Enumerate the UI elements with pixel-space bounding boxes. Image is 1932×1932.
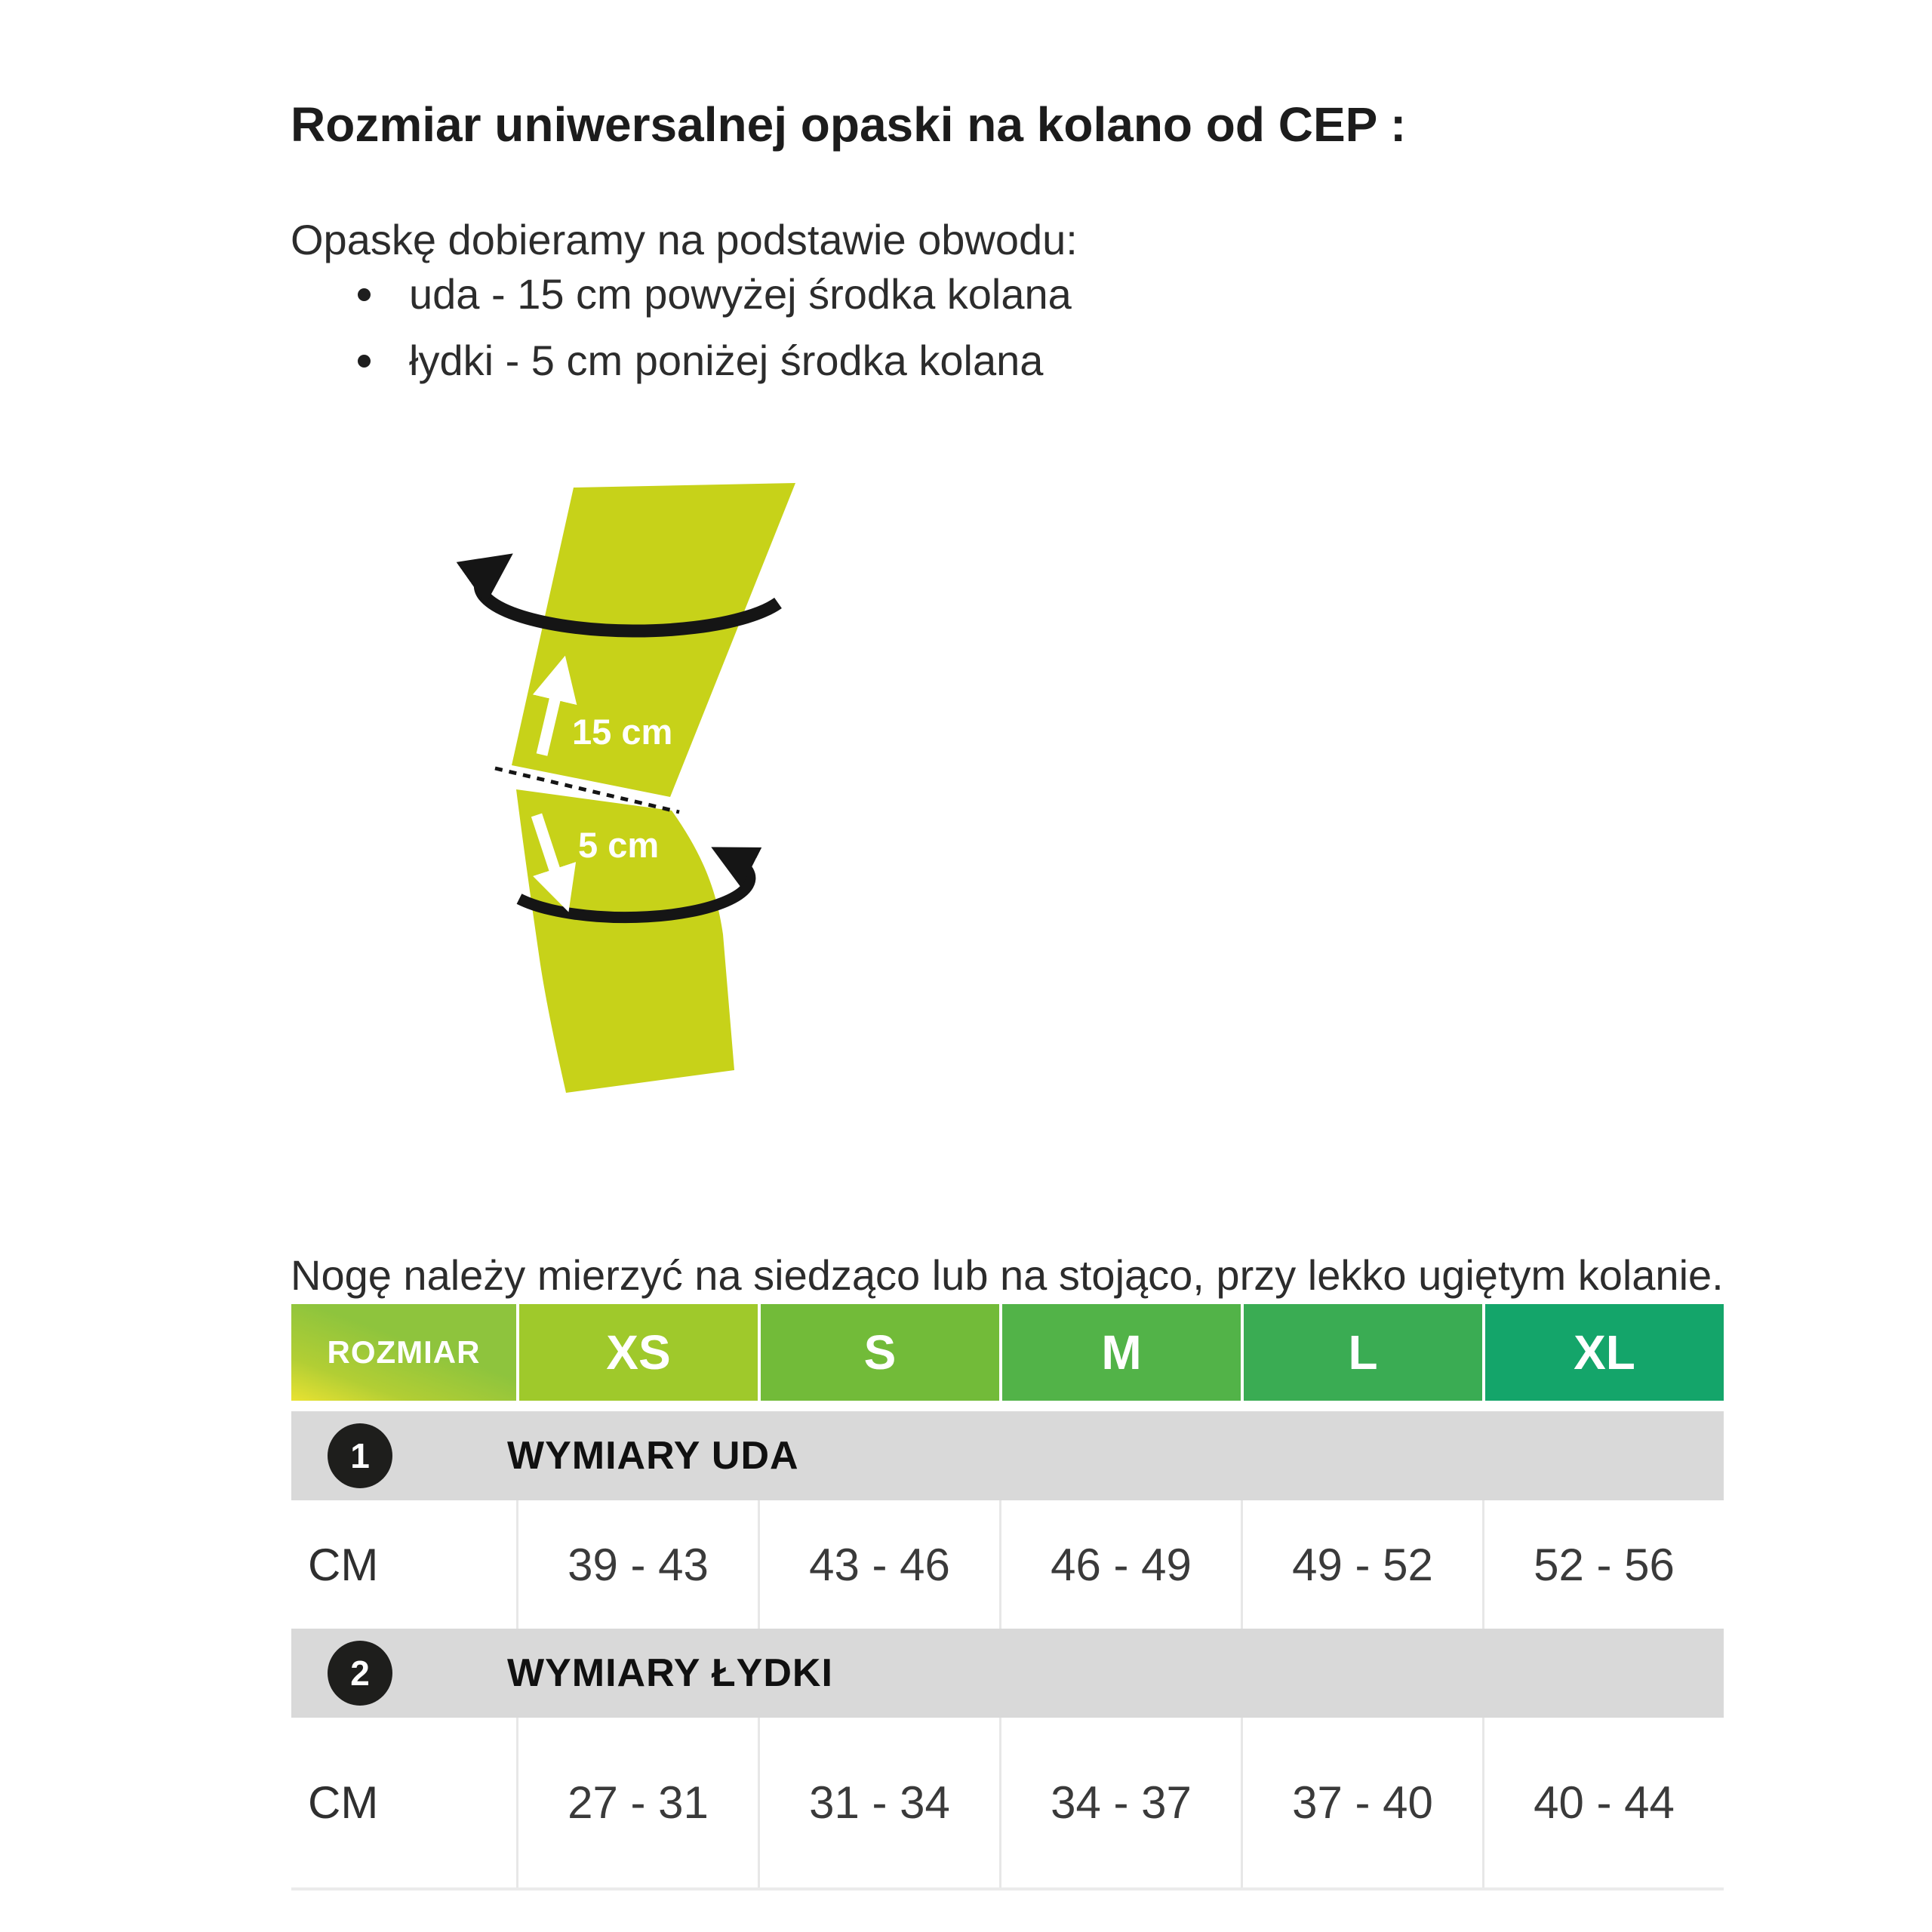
list-item-calf: łydki - 5 cm poniżej środka kolana bbox=[355, 340, 1713, 382]
thigh-distance-arrow-icon bbox=[532, 655, 577, 756]
value-cell-xl: 40 - 44 bbox=[1481, 1718, 1724, 1887]
list-item-text: uda - 15 cm powyżej środka kolana bbox=[409, 270, 1072, 318]
page-title: Rozmiar uniwersalnej opaski na kolano od… bbox=[291, 97, 1407, 152]
value-cell-m: 46 - 49 bbox=[998, 1500, 1241, 1629]
table-row-calf-cm: CM 27 - 31 31 - 34 34 - 37 37 - 40 40 - … bbox=[291, 1718, 1724, 1890]
value-cell-xs: 27 - 31 bbox=[515, 1718, 758, 1887]
bullet-icon bbox=[358, 355, 371, 368]
thigh-circumference-arrow-icon bbox=[456, 553, 782, 638]
measurement-list: uda - 15 cm powyżej środka kolana łydki … bbox=[355, 273, 1713, 406]
thigh-distance-label: 15 cm bbox=[572, 712, 672, 752]
list-item-thigh: uda - 15 cm powyżej środka kolana bbox=[355, 273, 1713, 315]
knee-dashed-line bbox=[494, 766, 680, 814]
value-cell-s: 31 - 34 bbox=[757, 1718, 999, 1887]
value-cell-l: 37 - 40 bbox=[1240, 1718, 1482, 1887]
value-cell-xs: 39 - 43 bbox=[515, 1500, 758, 1629]
section-number-badge: 2 bbox=[328, 1641, 392, 1706]
header-gap bbox=[291, 1401, 1724, 1411]
size-table-header: ROZMIAR XS S M L XL bbox=[291, 1304, 1724, 1401]
section-band-thigh: 1 WYMIARY UDA bbox=[291, 1411, 1724, 1500]
list-item-text: łydki - 5 cm poniżej środka kolana bbox=[409, 337, 1044, 384]
knee-measurement-diagram: 15 cm 5 cm bbox=[456, 483, 795, 1093]
section-band-calf: 2 WYMIARY ŁYDKI bbox=[291, 1629, 1724, 1718]
calf-distance-label: 5 cm bbox=[578, 825, 659, 865]
size-header-cell-s: S bbox=[760, 1304, 999, 1401]
value-cell-xl: 52 - 56 bbox=[1481, 1500, 1724, 1629]
size-header-cell-xl: XL bbox=[1484, 1304, 1724, 1401]
size-header-cell-m: M bbox=[1001, 1304, 1241, 1401]
unit-cell: CM bbox=[308, 1539, 379, 1590]
size-header-cell-xs: XS bbox=[518, 1304, 758, 1401]
size-table: ROZMIAR XS S M L XL 1 WYMIARY UDA CM 39 … bbox=[291, 1304, 1724, 1890]
value-cell-l: 49 - 52 bbox=[1240, 1500, 1482, 1629]
value-cell-m: 34 - 37 bbox=[998, 1718, 1241, 1887]
note-text: Nogę należy mierzyć na siedząco lub na s… bbox=[291, 1251, 1724, 1299]
section-number-badge: 1 bbox=[328, 1423, 392, 1488]
intro-text: Opaskę dobieramy na podstawie obwodu: bbox=[291, 216, 1078, 263]
value-cell-s: 43 - 46 bbox=[757, 1500, 999, 1629]
section-label: WYMIARY ŁYDKI bbox=[507, 1651, 833, 1695]
table-row-thigh-cm: CM 39 - 43 43 - 46 46 - 49 49 - 52 52 - … bbox=[291, 1500, 1724, 1629]
thigh-shape bbox=[512, 483, 795, 797]
bullet-icon bbox=[358, 288, 371, 301]
calf-distance-arrow-icon bbox=[531, 813, 577, 912]
size-header-cell-l: L bbox=[1243, 1304, 1482, 1401]
corner-header-cell: ROZMIAR bbox=[291, 1304, 516, 1401]
section-label: WYMIARY UDA bbox=[507, 1434, 799, 1478]
unit-cell: CM bbox=[308, 1777, 379, 1828]
